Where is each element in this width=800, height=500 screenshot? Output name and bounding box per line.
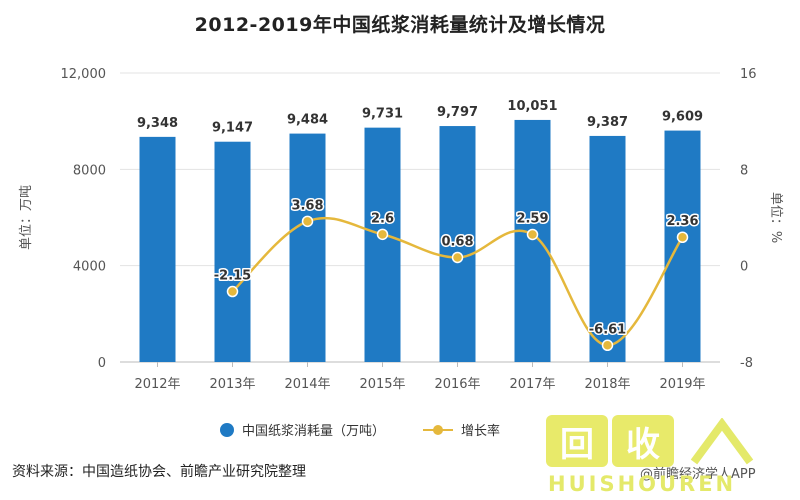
legend-bar-swatch <box>220 422 234 437</box>
bar <box>589 135 626 362</box>
legend-line-label: 增长率 <box>461 424 501 439</box>
y-right-tick-label: 0 <box>740 260 748 275</box>
growth-rate-point <box>601 339 614 352</box>
watermark-logo: 回 收 <box>546 410 686 472</box>
legend-item-growth-rate[interactable]: 增长率 <box>423 420 500 439</box>
growth-rate-label: 0.68 <box>441 234 473 249</box>
legend-line-swatch <box>423 423 454 437</box>
growth-rate-label: 3.68 <box>291 198 323 213</box>
bar-value-label: 9,147 <box>212 121 253 136</box>
growth-rate-label: -6.61 <box>589 322 626 337</box>
y-right-axis-label: 单位：% <box>768 192 783 243</box>
x-tick-label: 2017年 <box>509 377 555 392</box>
x-tick-label: 2015年 <box>359 377 405 392</box>
bar <box>139 136 176 362</box>
watermark-text: HUISHOUREN <box>548 472 737 496</box>
x-tick-label: 2019年 <box>659 377 705 392</box>
y-left-tick-label: 12,000 <box>61 67 107 82</box>
bar-value-label: 9,609 <box>662 110 703 125</box>
legend-item-consumption[interactable]: 中国纸浆消耗量（万吨） <box>220 420 385 439</box>
watermark-char-2: 收 <box>612 415 674 467</box>
growth-rate-point <box>526 228 539 241</box>
bar <box>514 119 551 362</box>
x-tick-label: 2013年 <box>209 377 255 392</box>
brand-credit: @前瞻经济学人APP <box>640 467 756 482</box>
chart-title: 2012-2019年中国纸浆消耗量统计及增长情况 <box>194 14 606 36</box>
bar-value-label: 9,797 <box>437 105 478 120</box>
y-left-tick-label: 8000 <box>73 163 106 178</box>
growth-rate-label: 2.6 <box>371 211 394 226</box>
growth-rate-point <box>451 251 464 264</box>
bar <box>664 130 701 362</box>
growth-rate-label: -2.15 <box>214 269 251 284</box>
legend: 中国纸浆消耗量（万吨） 增长率 <box>220 420 538 439</box>
bar-value-label: 9,348 <box>137 116 178 131</box>
bar <box>289 133 326 362</box>
y-left-tick-label: 4000 <box>73 260 106 275</box>
y-right-tick-label: 8 <box>740 163 748 178</box>
x-tick-label: 2014年 <box>284 377 330 392</box>
growth-rate-point <box>676 231 689 243</box>
x-tick-label: 2012年 <box>134 377 180 392</box>
bar <box>364 127 401 362</box>
bar-value-label: 9,484 <box>287 113 328 128</box>
y-left-tick-label: 0 <box>98 356 106 371</box>
bar-value-label: 10,051 <box>507 99 557 114</box>
growth-rate-label: 2.59 <box>516 211 548 226</box>
growth-rate-point <box>376 228 389 241</box>
watermark-chevron-icon <box>690 418 754 465</box>
legend-bar-label: 中国纸浆消耗量（万吨） <box>242 424 386 439</box>
bar-value-label: 9,731 <box>362 107 403 122</box>
x-tick-label: 2016年 <box>434 377 480 392</box>
growth-rate-label: 2.36 <box>666 214 698 229</box>
watermark-char-1: 回 <box>546 415 608 467</box>
y-right-tick-label: 16 <box>740 67 757 82</box>
y-right-tick-label: -8 <box>740 356 753 371</box>
y-left-axis-label: 单位：万吨 <box>19 185 34 250</box>
bar <box>439 126 476 363</box>
bar-value-label: 9,387 <box>587 115 628 130</box>
source-note: 资料来源：中国造纸协会、前瞻产业研究院整理 <box>12 464 306 480</box>
x-tick-label: 2018年 <box>584 377 630 392</box>
growth-rate-point <box>226 285 239 298</box>
growth-rate-point <box>301 215 314 228</box>
bar <box>214 141 251 362</box>
